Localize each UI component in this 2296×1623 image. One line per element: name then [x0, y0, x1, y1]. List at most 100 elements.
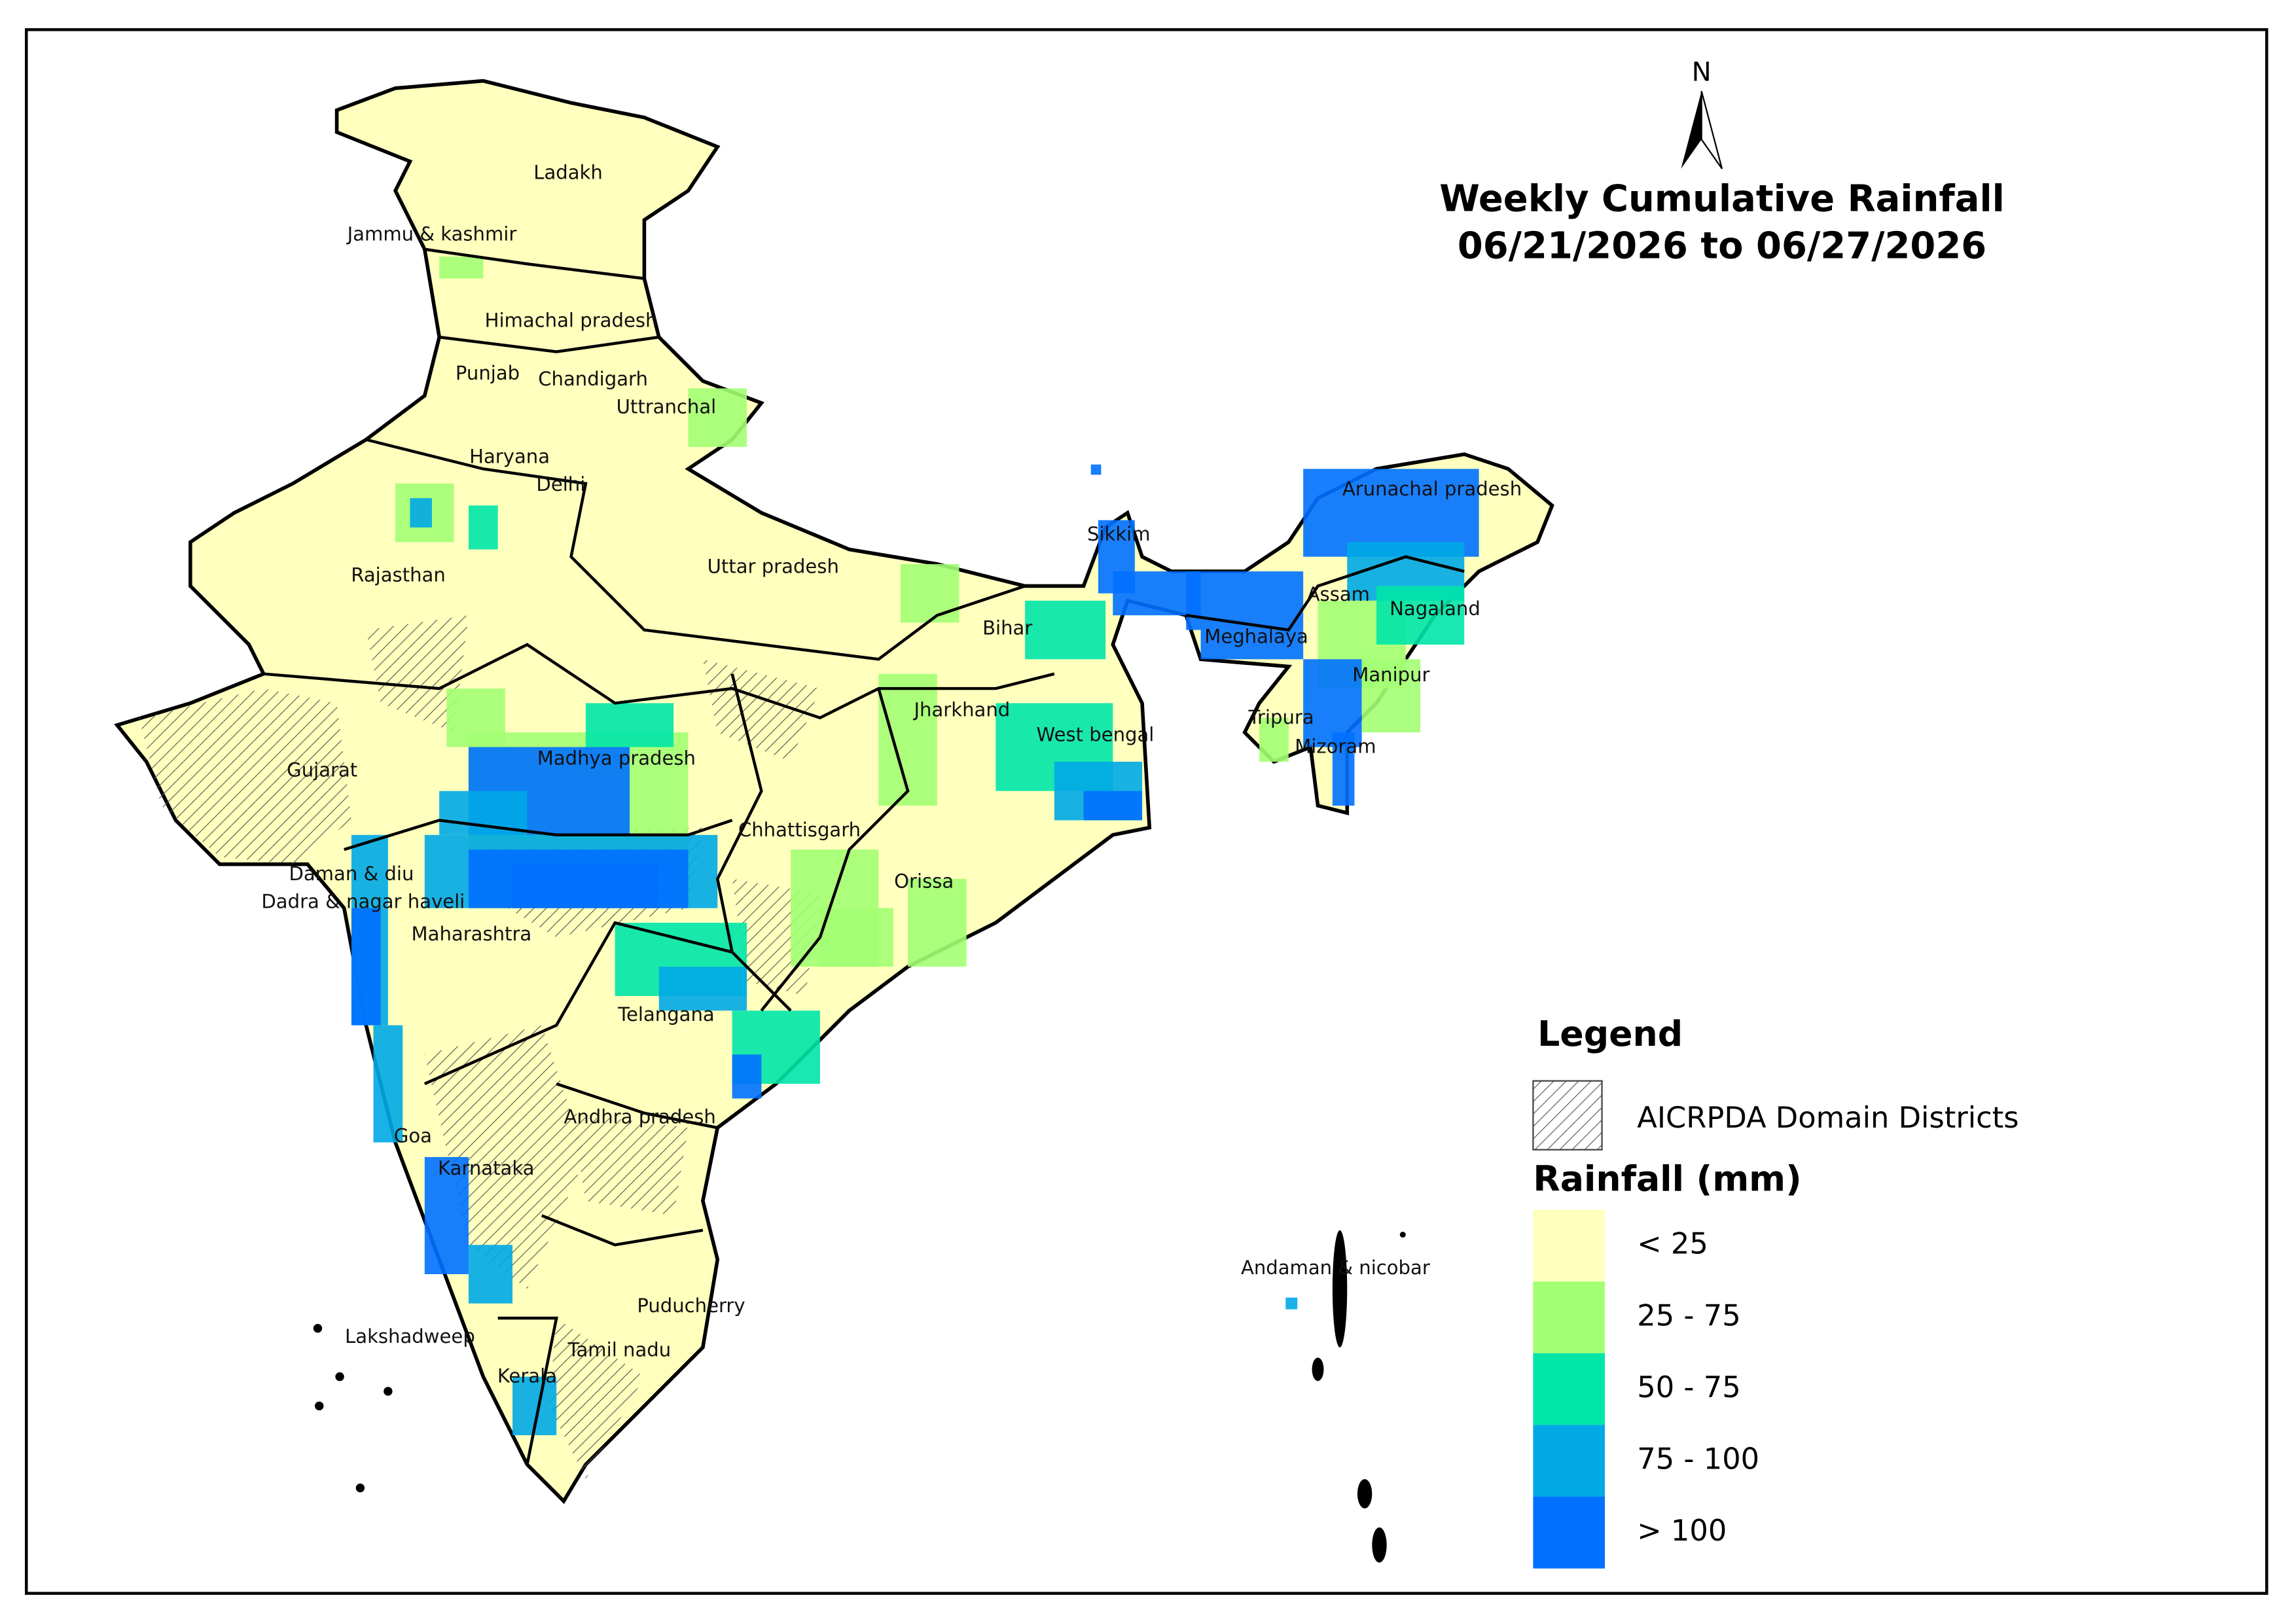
- rainfall-cell: [1090, 464, 1102, 475]
- rainfall-cell: [1285, 1297, 1298, 1310]
- state-boundary: [760, 688, 910, 1012]
- region-label: Dadra & nagar haveli: [261, 891, 465, 913]
- region-label: West bengal: [1037, 724, 1155, 746]
- state-boundary: [263, 643, 1055, 720]
- state-boundary: [423, 921, 733, 1086]
- legend: Legend AICRPDA Domain Districts Rainfall…: [1532, 1013, 2019, 1569]
- rainfall-cell: [1186, 571, 1304, 630]
- region-label: Rajasthan: [351, 564, 446, 586]
- rainfall-cell: [878, 673, 937, 806]
- region-label: Orissa: [894, 870, 954, 892]
- north-arrow: N: [1681, 58, 1723, 169]
- region-label: Andaman & nicobar: [1241, 1257, 1430, 1279]
- hatched-area: [366, 615, 469, 733]
- region-label: Assam: [1307, 583, 1370, 605]
- rainfall-cell: [1332, 732, 1355, 806]
- rainfall-cell: [1259, 717, 1289, 762]
- state-boundaries: [263, 247, 1465, 1465]
- hatch-swatch: [1532, 1080, 1603, 1150]
- state-boundary: [1185, 555, 1465, 632]
- legend-label: 75 - 100: [1637, 1442, 1759, 1476]
- region-label: Uttar pradesh: [708, 555, 839, 577]
- legend-title: Legend: [1537, 1013, 1683, 1054]
- state-boundary: [715, 673, 792, 1012]
- rainfall-title: Rainfall (mm): [1533, 1158, 1801, 1199]
- rainfall-cell: [468, 505, 498, 550]
- island: [313, 1324, 323, 1333]
- india-map: [114, 79, 1554, 1563]
- region-label: Kerala: [497, 1365, 557, 1387]
- legend-label: 50 - 75: [1637, 1370, 1740, 1404]
- island: [1372, 1527, 1387, 1563]
- rainfall-cell: [900, 563, 960, 623]
- island: [315, 1401, 324, 1411]
- north-arrow-half: [1700, 90, 1723, 169]
- region-label: Chhattisgarh: [738, 819, 861, 841]
- region-label: Jharkhand: [912, 699, 1010, 721]
- region-label: Ladakh: [533, 162, 603, 184]
- region-label: Gujarat: [287, 758, 357, 781]
- rainfall-cell: [1200, 630, 1304, 660]
- island: [1312, 1357, 1324, 1382]
- region-label: Nagaland: [1390, 597, 1480, 620]
- legend-swatch: [1533, 1497, 1605, 1569]
- region-label: Daman & diu: [289, 863, 414, 885]
- region-label: Goa: [394, 1125, 432, 1147]
- legend-label: < 25: [1637, 1226, 1708, 1261]
- rainfall-cells: [351, 257, 1479, 1436]
- rainfall-cell: [908, 878, 967, 967]
- region-label: Maharashtra: [412, 923, 532, 945]
- region-label: Chandigarh: [538, 368, 648, 390]
- island: [1332, 1230, 1348, 1347]
- island: [355, 1483, 365, 1493]
- region-label: Telangana: [617, 1003, 715, 1026]
- island: [1357, 1479, 1372, 1508]
- state-boundary: [556, 1082, 718, 1130]
- state-boundary: [424, 247, 645, 280]
- rainfall-cell: [819, 908, 893, 967]
- north-label: N: [1692, 58, 1712, 88]
- rainfall-cell: [373, 1025, 403, 1143]
- region-label: Uttranchal: [617, 395, 717, 418]
- legend-swatch: [1533, 1353, 1605, 1425]
- island: [1399, 1232, 1406, 1238]
- rainfall-cell: [1083, 791, 1143, 821]
- rainfall-cell: [468, 1245, 513, 1304]
- legend-swatch: [1533, 1281, 1605, 1353]
- region-label: Karnataka: [438, 1157, 534, 1179]
- rainfall-cell: [439, 257, 484, 279]
- region-label: Madhya pradesh: [537, 747, 696, 769]
- state-boundary: [541, 1214, 704, 1247]
- rainfall-cell: [1376, 586, 1465, 645]
- region-label: Sikkim: [1087, 523, 1151, 545]
- region-labels: Ladakh Jammu & kashmir Himachal pradesh Pun…: [261, 162, 1522, 1387]
- region-label: Haryana: [469, 446, 550, 468]
- title-line: Weekly Cumulative Rainfall: [1439, 178, 2005, 221]
- region-label: Punjab: [456, 362, 520, 384]
- state-boundary: [344, 819, 733, 851]
- rainfall-cell: [1361, 659, 1421, 733]
- region-label: Arunachal pradesh: [1342, 478, 1522, 500]
- state-boundary: [497, 1316, 558, 1465]
- title-line: 06/21/2026 to 06/27/2026: [1458, 224, 1986, 267]
- region-label: Tamil nadu: [567, 1338, 672, 1361]
- rainfall-cell: [512, 864, 659, 908]
- region-label: Mizoram: [1295, 736, 1376, 758]
- hatched-area: [702, 659, 820, 762]
- legend-label: 25 - 75: [1637, 1298, 1740, 1332]
- region-label: Himachal pradesh: [485, 309, 658, 331]
- region-label: Meghalaya: [1204, 626, 1308, 648]
- rainfall-cell: [585, 703, 674, 747]
- rainfall-cell: [688, 388, 747, 447]
- region-label: Jammu & kashmir: [346, 223, 517, 245]
- legend-swatch: [1533, 1209, 1605, 1282]
- region-label: Delhi: [536, 473, 585, 495]
- region-label: Bihar: [982, 616, 1032, 639]
- islands: [313, 1230, 1406, 1563]
- rainfall-cell: [424, 1156, 469, 1274]
- legend-label: > 100: [1637, 1513, 1727, 1548]
- hatch-label: AICRPDA Domain Districts: [1637, 1100, 2018, 1135]
- island: [384, 1387, 393, 1396]
